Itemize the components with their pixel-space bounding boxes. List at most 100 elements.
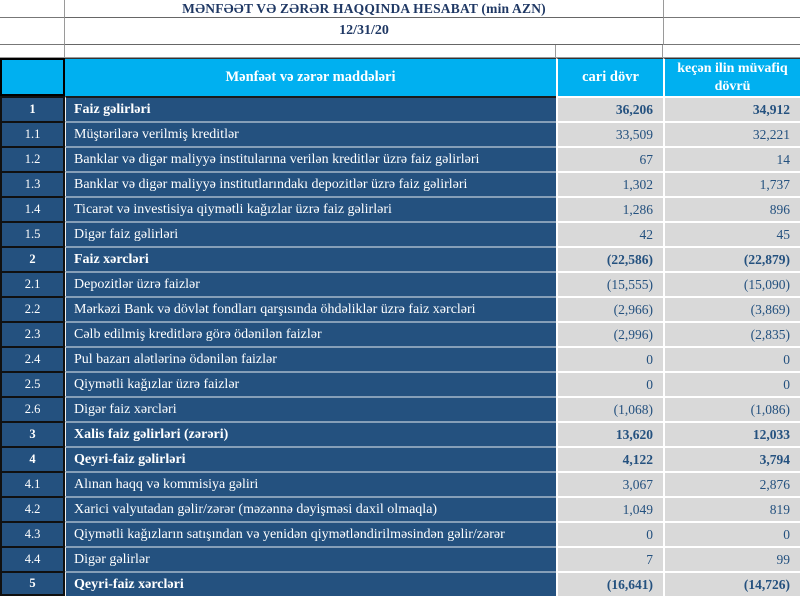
row-number-cell[interactable]: 1.5 (0, 221, 65, 246)
value-current-cell[interactable]: (2,996) (556, 321, 663, 346)
table-row: 2 Faiz xərcləri (22,586) (22,879) (0, 246, 800, 271)
value-previous-cell[interactable]: 45 (663, 221, 800, 246)
row-number-cell[interactable]: 1.3 (0, 171, 65, 196)
row-label-cell[interactable]: Banklar və digər maliyyə institularına v… (65, 146, 556, 171)
value-previous-cell[interactable]: (1,086) (663, 396, 800, 421)
value-previous-cell[interactable]: (2,835) (663, 321, 800, 346)
row-number-cell[interactable]: 4.4 (0, 546, 65, 571)
row-label-cell[interactable]: Ticarət və investisiya qiymətli kağızlar… (65, 196, 556, 221)
row-number-cell[interactable]: 3 (0, 421, 65, 446)
row-label-cell[interactable]: Banklar və digər maliyyə institutlarında… (65, 171, 556, 196)
row-number-cell[interactable]: 2.2 (0, 296, 65, 321)
value-previous-cell[interactable]: 2,876 (663, 471, 800, 496)
value-current-cell[interactable]: 33,509 (556, 121, 663, 146)
row-label-cell[interactable]: Mərkəzi Bank və dövlət fondları qarşısın… (65, 296, 556, 321)
header-corner-cell[interactable] (0, 58, 65, 96)
value-current-cell[interactable]: (16,641) (556, 571, 663, 596)
row-label-cell[interactable]: Xalis faiz gəlirləri (zərəri) (65, 421, 556, 446)
value-previous-cell[interactable]: 1,737 (663, 171, 800, 196)
value-current-cell[interactable]: (2,966) (556, 296, 663, 321)
value-current-cell[interactable]: 67 (556, 146, 663, 171)
value-current-cell[interactable]: 0 (556, 371, 663, 396)
value-previous-cell[interactable]: (22,879) (663, 246, 800, 271)
value-current-cell[interactable]: 0 (556, 521, 663, 546)
value-previous-cell[interactable]: 99 (663, 546, 800, 571)
value-current-cell[interactable]: 0 (556, 346, 663, 371)
row-number-cell[interactable]: 2.6 (0, 396, 65, 421)
header-current-period[interactable]: cari dövr (556, 58, 663, 96)
value-current-cell[interactable]: 4,122 (556, 446, 663, 471)
row-label-cell[interactable]: Qiymətli kağızlar üzrə faizlər (65, 371, 556, 396)
row-label-cell[interactable]: Qiymətli kağızların satışından və yenidə… (65, 521, 556, 546)
table-row: 5 Qeyri-faiz xərcləri (16,641) (14,726) (0, 571, 800, 596)
header-items-column[interactable]: Mənfəət və zərər maddələri (65, 58, 556, 96)
value-current-cell[interactable]: (15,555) (556, 271, 663, 296)
row-label-cell[interactable]: Depozitlər üzrə faizlər (65, 271, 556, 296)
value-previous-cell[interactable]: (15,090) (663, 271, 800, 296)
value-previous-cell[interactable]: 3,794 (663, 446, 800, 471)
row-label-cell[interactable]: Xarici valyutadan gəlir/zərər (məzənnə d… (65, 496, 556, 521)
value-previous-cell[interactable]: 32,221 (663, 121, 800, 146)
row-number-cell[interactable]: 2.1 (0, 271, 65, 296)
value-current-cell[interactable]: 7 (556, 546, 663, 571)
value-current-cell[interactable]: (22,586) (556, 246, 663, 271)
report-date: 12/31/20 (65, 18, 663, 45)
value-previous-cell[interactable]: 819 (663, 496, 800, 521)
empty-cell (65, 45, 556, 58)
table-row: 3 Xalis faiz gəlirləri (zərəri) 13,620 12,0… (0, 421, 800, 446)
row-label-cell[interactable]: Müştərilərə verilmiş kreditlər (65, 121, 556, 146)
row-label-cell[interactable]: Faiz xərcləri (65, 246, 556, 271)
row-label-cell[interactable]: Qeyri-faiz xərcləri (65, 571, 556, 596)
table-row: 4.2 Xarici valyutadan gəlir/zərər (məzənn… (0, 496, 800, 521)
row-label-cell[interactable]: Qeyri-faiz gəlirləri (65, 446, 556, 471)
row-number-cell[interactable]: 4.1 (0, 471, 65, 496)
table-row: 4.1 Alınan haqq və kommisiya gəliri 3,067 2… (0, 471, 800, 496)
row-number-cell[interactable]: 1.2 (0, 146, 65, 171)
row-number-cell[interactable]: 1.4 (0, 196, 65, 221)
row-label-cell[interactable]: Digər faiz gəlirləri (65, 221, 556, 246)
report-title: MƏNFƏƏT VƏ ZƏRƏR HAQQINDA HESABAT (min A… (65, 0, 663, 18)
value-previous-cell[interactable]: 14 (663, 146, 800, 171)
row-number-cell[interactable]: 5 (0, 571, 65, 596)
value-current-cell[interactable]: 42 (556, 221, 663, 246)
value-previous-cell[interactable]: 34,912 (663, 96, 800, 121)
value-previous-cell[interactable]: 12,033 (663, 421, 800, 446)
value-previous-cell[interactable]: 896 (663, 196, 800, 221)
row-number-cell[interactable]: 4.3 (0, 521, 65, 546)
value-current-cell[interactable]: 13,620 (556, 421, 663, 446)
row-number-cell[interactable]: 2 (0, 246, 65, 271)
row-number-cell[interactable]: 2.4 (0, 346, 65, 371)
table-row: 1.4 Ticarət və investisiya qiymətli kağız… (0, 196, 800, 221)
row-label-cell[interactable]: Faiz gəlirləri (65, 96, 556, 121)
table-row: 1.2 Banklar və digər maliyyə instituların… (0, 146, 800, 171)
value-previous-cell[interactable]: 0 (663, 346, 800, 371)
row-label-cell[interactable]: Digər gəlirlər (65, 546, 556, 571)
report-rows: 1 Faiz gəlirləri 36,206 34,912 1.1 Müştərilər… (0, 96, 800, 596)
row-label-cell[interactable]: Cəlb edilmiş kreditlərə görə ödənilən fa… (65, 321, 556, 346)
value-current-cell[interactable]: 1,286 (556, 196, 663, 221)
value-current-cell[interactable]: 1,302 (556, 171, 663, 196)
value-previous-cell[interactable]: (14,726) (663, 571, 800, 596)
value-previous-cell[interactable]: (3,869) (663, 296, 800, 321)
value-previous-cell[interactable]: 0 (663, 521, 800, 546)
row-number-cell[interactable]: 2.3 (0, 321, 65, 346)
row-number-cell[interactable]: 4.2 (0, 496, 65, 521)
value-previous-cell[interactable]: 0 (663, 371, 800, 396)
table-row: 1 Faiz gəlirləri 36,206 34,912 (0, 96, 800, 121)
value-current-cell[interactable]: 3,067 (556, 471, 663, 496)
row-label-cell[interactable]: Pul bazarı alətlərinə ödənilən faizlər (65, 346, 556, 371)
header-previous-period[interactable]: keçən ilin müvafiq dövrü (663, 58, 800, 96)
row-label-cell[interactable]: Digər faiz xərcləri (65, 396, 556, 421)
value-current-cell[interactable]: 1,049 (556, 496, 663, 521)
row-number-cell[interactable]: 4 (0, 446, 65, 471)
value-current-cell[interactable]: 36,206 (556, 96, 663, 121)
row-number-cell[interactable]: 1 (0, 96, 65, 121)
table-row: 4.4 Digər gəlirlər 7 99 (0, 546, 800, 571)
date-row: 12/31/20 (0, 18, 800, 45)
row-number-cell[interactable]: 1.1 (0, 121, 65, 146)
row-label-cell[interactable]: Alınan haqq və kommisiya gəliri (65, 471, 556, 496)
table-row: 4 Qeyri-faiz gəlirləri 4,122 3,794 (0, 446, 800, 471)
value-current-cell[interactable]: (1,068) (556, 396, 663, 421)
row-number-cell[interactable]: 2.5 (0, 371, 65, 396)
